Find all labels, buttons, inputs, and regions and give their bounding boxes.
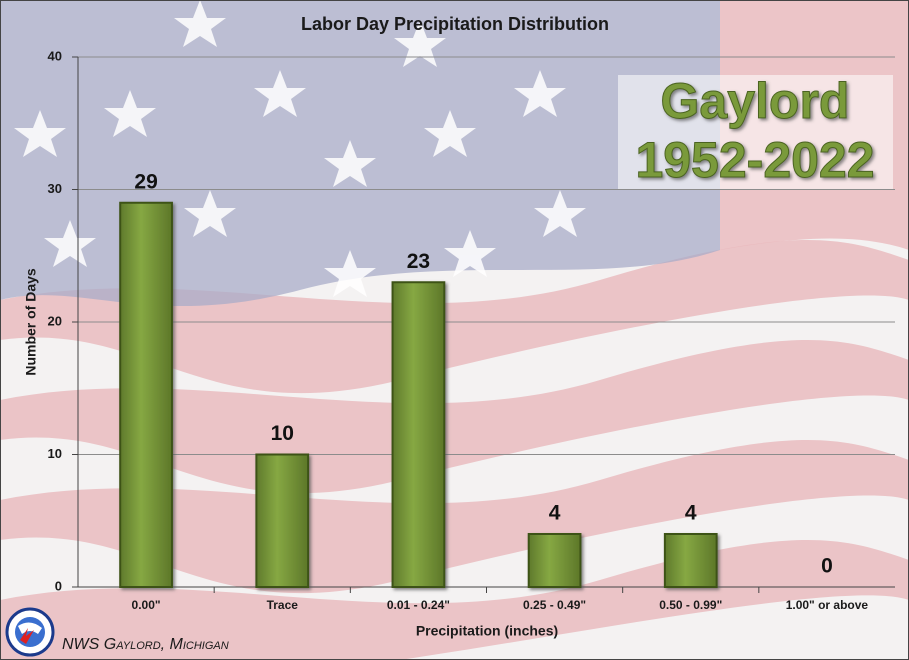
x-axis-label: Precipitation (inches)	[416, 623, 558, 639]
bar	[663, 533, 718, 588]
x-tick-label: 0.00"	[132, 598, 161, 612]
data-label: 0	[821, 555, 833, 578]
credit: NWS Gaylord, Michigan	[62, 636, 229, 653]
bar	[255, 453, 310, 588]
y-tick-label: 40	[48, 48, 62, 63]
data-label: 4	[685, 502, 697, 525]
annotation-years: 1952-2022	[635, 132, 874, 188]
y-tick-label: 10	[48, 446, 62, 461]
bar	[527, 533, 582, 588]
chart-title: Labor Day Precipitation Distribution	[301, 14, 609, 34]
x-tick-label: 1.00" or above	[786, 598, 869, 612]
x-tick-label: 0.50 - 0.99"	[659, 598, 722, 612]
data-label: 4	[549, 502, 561, 525]
y-tick-label: 30	[48, 181, 62, 196]
data-label: 10	[271, 422, 294, 445]
x-tick-label: 0.25 - 0.49"	[523, 598, 586, 612]
x-tick-label: Trace	[267, 598, 299, 612]
y-tick-label: 20	[48, 313, 62, 328]
data-label: 23	[407, 250, 430, 273]
data-label: 29	[134, 170, 157, 193]
bar	[119, 201, 173, 588]
annotation-box	[618, 75, 893, 190]
x-tick-label: 0.01 - 0.24"	[387, 598, 450, 612]
y-tick-label: 0	[55, 578, 62, 593]
annotation-place: Gaylord	[661, 73, 850, 129]
y-axis-label: Number of Days	[23, 268, 39, 376]
bar	[391, 281, 446, 588]
nws-logo	[5, 607, 55, 657]
